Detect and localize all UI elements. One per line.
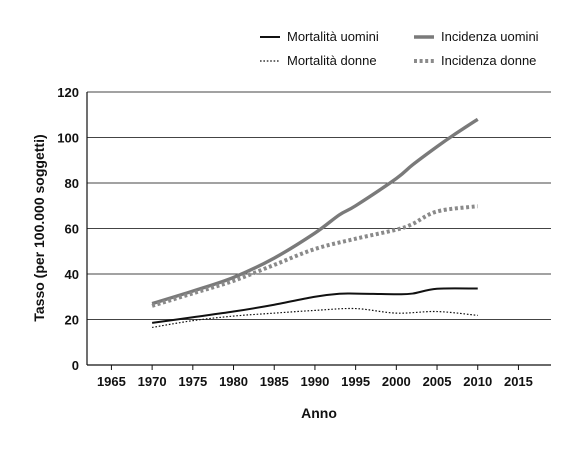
gridlines <box>87 91 551 320</box>
data-series <box>151 117 479 329</box>
x-tick-label-2015: 2015 <box>504 374 533 389</box>
legend: Mortalità uomini Incidenza uomini Mortalit… <box>260 29 539 68</box>
series-line-1 <box>151 117 479 306</box>
axes <box>86 92 551 370</box>
legend-label-1: Incidenza uomini <box>441 29 539 44</box>
series-line-2 <box>152 307 478 329</box>
y-tick-label-100: 100 <box>57 131 79 146</box>
legend-label-3: Incidenza donne <box>441 53 536 68</box>
x-tick-label-1995: 1995 <box>341 374 370 389</box>
x-tick-label-1990: 1990 <box>300 374 329 389</box>
tick-labels: 0 20 40 60 80 100 120 1965 1970 1975 1980 1985 1990 1… <box>57 85 533 389</box>
x-tick-label-2005: 2005 <box>423 374 452 389</box>
x-tick-label-1970: 1970 <box>138 374 167 389</box>
series-line-3 <box>151 204 478 308</box>
x-tick-label-1975: 1975 <box>178 374 207 389</box>
x-axis-title: Anno <box>301 405 337 421</box>
y-tick-label-20: 20 <box>65 313 79 328</box>
x-tick-label-1965: 1965 <box>97 374 126 389</box>
legend-label-2: Mortalità donne <box>287 53 377 68</box>
y-tick-label-40: 40 <box>65 267 79 282</box>
x-tick-label-2010: 2010 <box>463 374 492 389</box>
y-tick-label-0: 0 <box>72 358 79 373</box>
y-tick-label-80: 80 <box>65 176 79 191</box>
legend-label-0: Mortalità uomini <box>287 29 379 44</box>
series-line-0 <box>151 287 478 324</box>
x-tick-label-2000: 2000 <box>382 374 411 389</box>
y-tick-label-60: 60 <box>65 222 79 237</box>
x-tick-label-1980: 1980 <box>219 374 248 389</box>
y-axis-title: Tasso (per 100.000 soggetti) <box>31 134 47 321</box>
y-tick-label-120: 120 <box>57 85 79 100</box>
x-tick-label-1985: 1985 <box>260 374 289 389</box>
